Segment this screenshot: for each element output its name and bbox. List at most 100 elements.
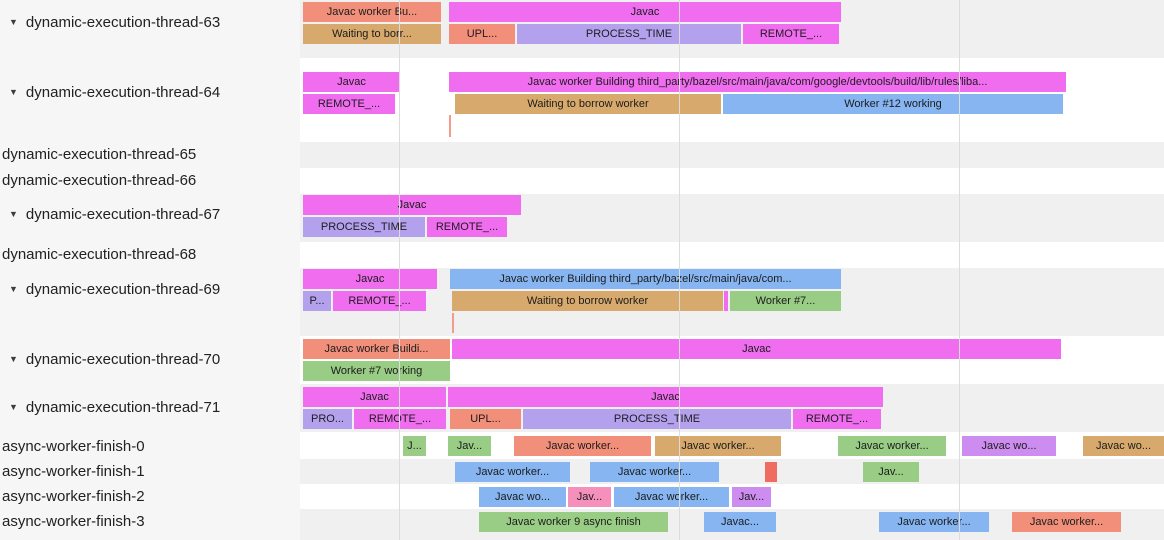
trace-event-label: Javac: [651, 391, 680, 403]
trace-event-bar[interactable]: REMOTE_...: [427, 217, 507, 237]
trace-event-bar[interactable]: [765, 462, 777, 482]
collapse-triangle-icon[interactable]: ▼: [9, 209, 18, 219]
trace-event-bar[interactable]: Jav...: [732, 487, 771, 507]
trace-event-bar[interactable]: Javac worker...: [614, 487, 729, 507]
track-label[interactable]: dynamic-execution-thread-68: [2, 246, 196, 264]
trace-event-bar[interactable]: Javac: [452, 339, 1061, 359]
trace-event-bar[interactable]: REMOTE_...: [354, 409, 446, 429]
trace-event-label: PROCESS_TIME: [585, 28, 673, 40]
track-row: dynamic-execution-thread-65: [0, 142, 1164, 168]
overflow-tick-marker[interactable]: [449, 115, 451, 137]
trace-event-bar[interactable]: PROCESS_TIME: [303, 217, 425, 237]
track-label[interactable]: dynamic-execution-thread-65: [2, 146, 196, 164]
trace-event-label: P...: [309, 295, 325, 307]
track-label[interactable]: ▼ dynamic-execution-thread-70: [9, 351, 220, 369]
trace-event-bar[interactable]: REMOTE_...: [743, 24, 839, 44]
overflow-tick-marker[interactable]: [452, 313, 454, 333]
track-lane: Javac worker 9 async finish Javac... Javac…: [300, 509, 1164, 540]
trace-event-bar[interactable]: Javac: [303, 195, 521, 215]
track-row: ▼ dynamic-execution-thread-63 Javac worker…: [0, 0, 1164, 58]
collapse-triangle-icon[interactable]: ▼: [9, 17, 18, 27]
trace-event-bar[interactable]: Javac worker Buildi...: [303, 339, 450, 359]
trace-event-bar[interactable]: UPL...: [449, 24, 515, 44]
trace-event-bar[interactable]: Javac worker Bu...: [303, 2, 441, 22]
track-label[interactable]: async-worker-finish-1: [2, 463, 145, 481]
trace-event-bar[interactable]: Worker #7 working: [303, 361, 450, 381]
track-label-cell: async-worker-finish-3: [0, 509, 300, 540]
trace-event-label: Javac worker...: [475, 466, 550, 478]
trace-event-bar[interactable]: Javac worker...: [1012, 512, 1121, 532]
trace-event-bar[interactable]: Javac worker...: [879, 512, 989, 532]
trace-event-label: Javac worker...: [545, 440, 620, 452]
trace-event-bar[interactable]: Javac worker...: [514, 436, 651, 456]
trace-event-label: Javac worker...: [634, 491, 709, 503]
trace-event-bar[interactable]: P...: [303, 291, 331, 311]
track-label[interactable]: ▼ dynamic-execution-thread-71: [9, 399, 220, 417]
trace-event-bar[interactable]: Javac: [303, 269, 437, 289]
track-lane: [300, 242, 1164, 268]
track-row: async-worker-finish-1 Javac worker... Java…: [0, 459, 1164, 484]
trace-event-bar[interactable]: Waiting to borrow worker: [455, 94, 721, 114]
collapse-triangle-icon[interactable]: ▼: [9, 402, 18, 412]
trace-event-bar[interactable]: PROCESS_TIME: [523, 409, 791, 429]
track-label[interactable]: dynamic-execution-thread-66: [2, 172, 196, 190]
track-label-cell: async-worker-finish-2: [0, 484, 300, 509]
collapse-triangle-icon[interactable]: ▼: [9, 284, 18, 294]
trace-event-bar[interactable]: Javac: [303, 387, 446, 407]
track-label[interactable]: ▼ dynamic-execution-thread-63: [9, 14, 220, 32]
trace-event-bar[interactable]: Javac...: [704, 512, 776, 532]
track-label[interactable]: async-worker-finish-2: [2, 488, 145, 506]
trace-event-bar[interactable]: Javac worker...: [838, 436, 946, 456]
trace-event-label: Waiting to borr...: [332, 28, 412, 40]
track-row: dynamic-execution-thread-68: [0, 242, 1164, 268]
trace-event-bar[interactable]: REMOTE_...: [793, 409, 881, 429]
trace-event-bar[interactable]: Jav...: [448, 436, 491, 456]
trace-event-label: Worker #7 working: [330, 365, 423, 377]
trace-event-bar[interactable]: PRO...: [303, 409, 352, 429]
trace-event-bar[interactable]: Javac worker Building third_party/bazel/…: [449, 72, 1066, 92]
trace-event-label: Javac wo...: [494, 491, 551, 503]
trace-event-label: Javac worker...: [617, 466, 692, 478]
trace-event-label: Javac worker Building third_party/bazel/…: [499, 273, 792, 285]
trace-event-bar[interactable]: Javac: [449, 2, 841, 22]
trace-event-bar[interactable]: Javac wo...: [962, 436, 1056, 456]
trace-event-bar[interactable]: Javac worker...: [655, 436, 781, 456]
trace-event-label: Waiting to borrow worker: [526, 295, 649, 307]
track-label[interactable]: ▼ dynamic-execution-thread-67: [9, 206, 220, 224]
trace-event-bar[interactable]: Waiting to borr...: [303, 24, 441, 44]
trace-event-bar[interactable]: Javac wo...: [1083, 436, 1164, 456]
track-lane: Javac worker Bu... Javac Waiting to borr..…: [300, 0, 1164, 58]
trace-event-bar[interactable]: Waiting to borrow worker: [452, 291, 723, 311]
trace-event-bar[interactable]: Javac: [303, 72, 400, 92]
trace-event-bar[interactable]: Jav...: [568, 487, 611, 507]
trace-event-bar[interactable]: Javac: [448, 387, 883, 407]
trace-event-bar[interactable]: Javac worker...: [455, 462, 570, 482]
collapse-triangle-icon[interactable]: ▼: [9, 87, 18, 97]
trace-event-bar[interactable]: REMOTE_...: [303, 94, 395, 114]
trace-event-bar[interactable]: Worker #7...: [730, 291, 841, 311]
trace-event-bar[interactable]: UPL...: [450, 409, 521, 429]
track-lane: [300, 168, 1164, 194]
trace-event-bar[interactable]: J...: [403, 436, 426, 456]
trace-event-bar[interactable]: Jav...: [863, 462, 919, 482]
track-lane: Javac worker Buildi... Javac Worker #7 wor…: [300, 336, 1164, 384]
track-label-cell: async-worker-finish-0: [0, 432, 300, 459]
track-label[interactable]: async-worker-finish-0: [2, 438, 145, 456]
trace-event-bar[interactable]: Worker #12 working: [723, 94, 1063, 114]
track-row: ▼ dynamic-execution-thread-69 Javac Javac w…: [0, 268, 1164, 336]
track-label[interactable]: ▼ dynamic-execution-thread-69: [9, 281, 220, 299]
trace-event-bar[interactable]: Javac worker...: [590, 462, 719, 482]
trace-event-bar[interactable]: Javac worker Building third_party/bazel/…: [450, 269, 841, 289]
track-lane: Javac Javac worker Building third_party/b…: [300, 268, 1164, 336]
track-lane: Javac PROCESS_TIME REMOTE_...: [300, 194, 1164, 242]
trace-event-label: Javac wo...: [981, 440, 1037, 452]
trace-event-bar[interactable]: Javac worker 9 async finish: [479, 512, 668, 532]
trace-event-bar[interactable]: PROCESS_TIME: [517, 24, 741, 44]
collapse-triangle-icon[interactable]: ▼: [9, 354, 18, 364]
trace-event-bar[interactable]: [724, 291, 728, 311]
trace-event-bar[interactable]: REMOTE_...: [333, 291, 426, 311]
track-label[interactable]: async-worker-finish-3: [2, 513, 145, 531]
track-label[interactable]: ▼ dynamic-execution-thread-64: [9, 84, 220, 102]
trace-event-bar[interactable]: Javac wo...: [479, 487, 566, 507]
